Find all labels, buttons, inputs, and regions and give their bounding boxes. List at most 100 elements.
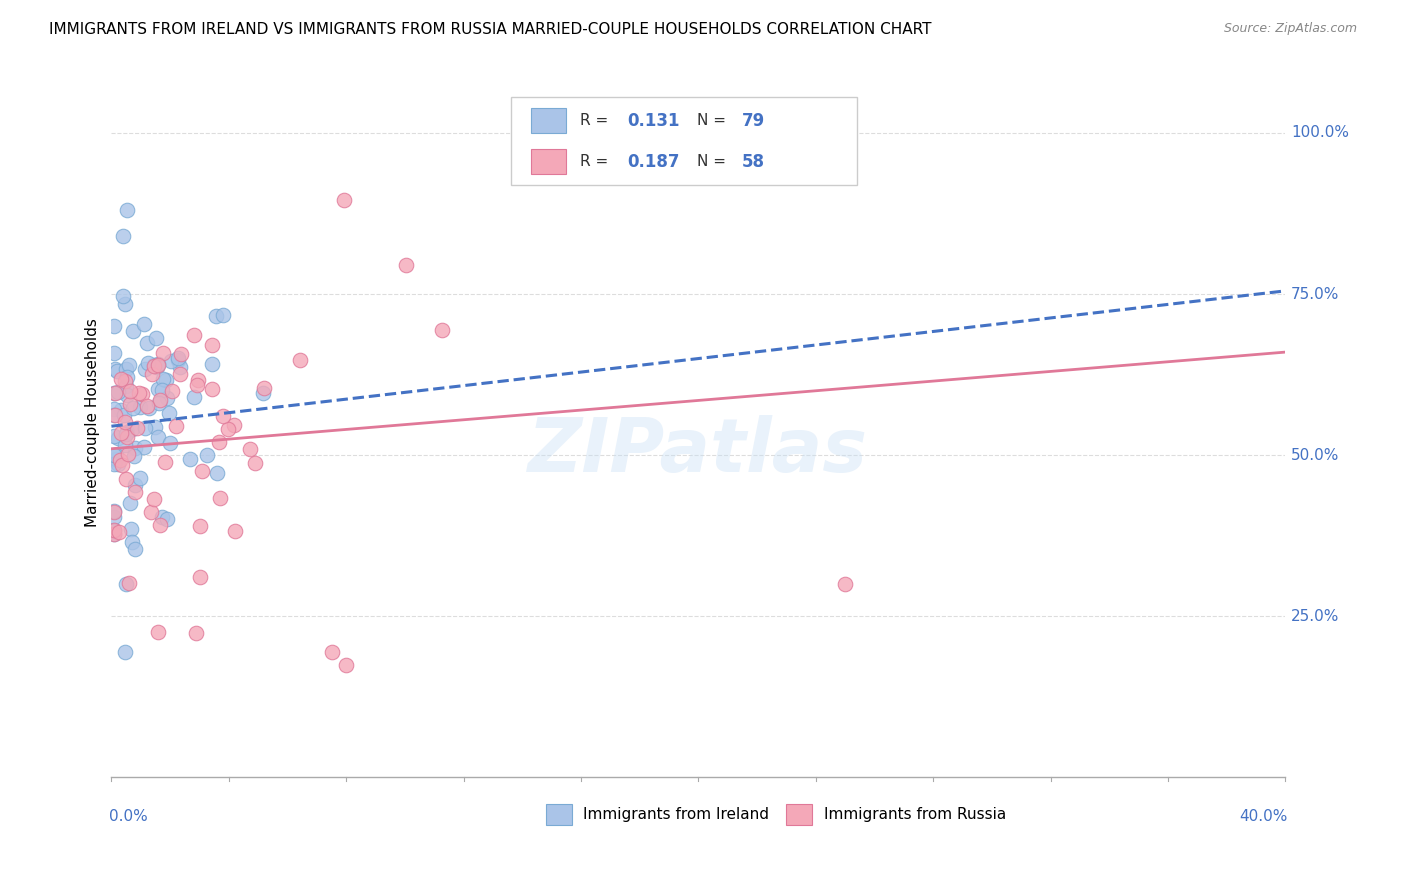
Point (121, 422, 143, 436)
Text: 40.0%: 40.0% (1239, 809, 1288, 824)
Point (155, 373, 177, 387)
Point (112, 408, 135, 422)
Text: IMMIGRANTS FROM IRELAND VS IMMIGRANTS FROM RUSSIA MARRIED-COUPLE HOUSEHOLDS CORR: IMMIGRANTS FROM IRELAND VS IMMIGRANTS FR… (49, 22, 932, 37)
Point (252, 385, 274, 400)
Point (157, 406, 180, 420)
Text: 50.0%: 50.0% (1291, 448, 1340, 463)
Point (115, 429, 138, 443)
Point (114, 426, 136, 441)
Point (124, 484, 146, 499)
Point (239, 442, 262, 456)
Point (207, 435, 229, 450)
Point (118, 358, 141, 372)
Point (112, 229, 135, 244)
Point (107, 457, 129, 471)
Point (146, 358, 169, 372)
Point (131, 386, 153, 401)
Text: 58: 58 (742, 153, 765, 170)
Point (253, 381, 276, 395)
Point (152, 346, 174, 360)
Point (103, 429, 125, 443)
Point (103, 505, 125, 519)
Point (103, 526, 125, 541)
Point (136, 399, 159, 413)
Point (121, 535, 143, 549)
FancyBboxPatch shape (530, 149, 565, 174)
Point (153, 455, 176, 469)
Point (152, 372, 174, 386)
Point (142, 359, 165, 374)
Point (169, 360, 191, 375)
Point (149, 393, 172, 408)
Point (288, 352, 311, 367)
Point (321, 645, 343, 659)
Text: R =: R = (579, 113, 613, 128)
Point (188, 570, 211, 584)
Point (179, 452, 201, 467)
Point (136, 356, 159, 370)
Point (103, 510, 125, 524)
Point (211, 308, 233, 322)
Point (156, 511, 179, 525)
Point (167, 352, 190, 367)
Point (110, 402, 132, 417)
Point (114, 296, 136, 310)
Point (186, 378, 208, 392)
Point (117, 388, 139, 402)
Point (114, 645, 136, 659)
Point (160, 384, 183, 399)
Point (156, 391, 179, 405)
Point (430, 323, 453, 337)
Point (200, 358, 222, 372)
Point (132, 441, 155, 455)
Text: N =: N = (697, 113, 731, 128)
Point (146, 430, 169, 444)
Point (124, 449, 146, 463)
Point (148, 395, 170, 409)
Text: Immigrants from Ireland: Immigrants from Ireland (583, 807, 769, 822)
Point (103, 402, 125, 417)
Text: ZIPatlas: ZIPatlas (529, 415, 869, 488)
Point (224, 524, 246, 538)
Point (245, 456, 267, 470)
Point (103, 504, 125, 518)
Point (118, 397, 141, 411)
Point (191, 464, 214, 478)
Point (332, 194, 354, 208)
FancyBboxPatch shape (530, 109, 565, 133)
Point (104, 408, 127, 422)
Point (135, 335, 157, 350)
FancyBboxPatch shape (510, 97, 856, 186)
Point (104, 448, 127, 462)
FancyBboxPatch shape (546, 804, 572, 825)
Point (108, 452, 131, 467)
Point (166, 351, 188, 366)
Point (141, 505, 163, 519)
Point (132, 317, 155, 331)
Text: R =: R = (579, 154, 613, 169)
Point (118, 496, 141, 510)
Point (222, 418, 245, 433)
Point (143, 420, 166, 434)
Point (187, 373, 209, 387)
Point (170, 347, 193, 361)
Point (165, 419, 187, 434)
Point (150, 383, 173, 397)
Text: 79: 79 (742, 112, 765, 130)
Text: 0.0%: 0.0% (110, 809, 148, 824)
Point (128, 400, 150, 414)
Point (134, 420, 156, 434)
Point (212, 409, 235, 423)
Point (160, 354, 183, 368)
Point (114, 415, 136, 429)
Point (146, 383, 169, 397)
Point (115, 203, 138, 218)
Point (103, 346, 125, 360)
Point (103, 523, 125, 537)
Point (395, 258, 418, 272)
Text: Immigrants from Russia: Immigrants from Russia (824, 807, 1007, 822)
Point (120, 522, 142, 536)
Point (148, 358, 170, 372)
Text: 100.0%: 100.0% (1291, 126, 1350, 140)
Point (190, 519, 212, 533)
